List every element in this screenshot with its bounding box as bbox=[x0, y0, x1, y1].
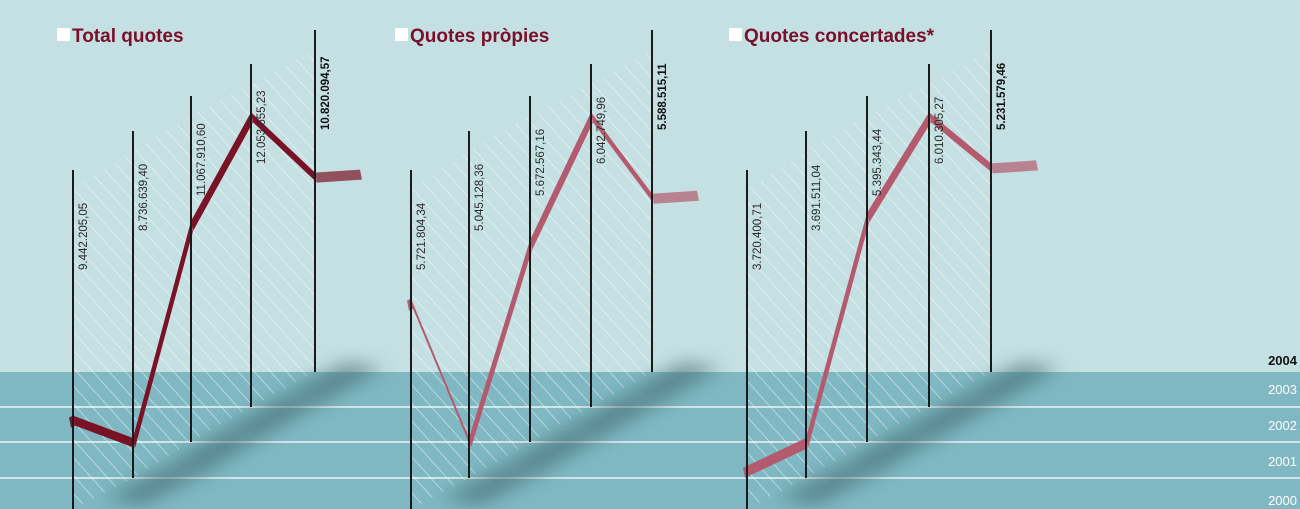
band-segment bbox=[411, 298, 471, 448]
band-shadow bbox=[836, 432, 937, 474]
band-segment bbox=[867, 112, 931, 223]
band-shadow bbox=[560, 397, 661, 438]
band-shadow bbox=[621, 362, 722, 403]
value-bands bbox=[69, 112, 1038, 478]
band-segment bbox=[530, 112, 593, 251]
value-label: 5.672.567,16 bbox=[535, 129, 547, 196]
band-segment bbox=[469, 240, 532, 448]
legend-square-icon bbox=[729, 28, 742, 41]
value-label: 5.045.128,36 bbox=[474, 164, 486, 231]
value-labels: 9.442.205,05 8.736.639,40 11.067.910,60 12.… bbox=[78, 56, 1008, 270]
year-label: 2001 bbox=[1268, 454, 1297, 469]
year-label: 2004 bbox=[1268, 353, 1298, 368]
value-label: 5.721.804,34 bbox=[416, 202, 428, 270]
band-shadow bbox=[281, 362, 385, 403]
band-shadow bbox=[163, 432, 261, 474]
band-shadows bbox=[103, 362, 1061, 505]
value-label: 12.053.655,23 bbox=[256, 90, 268, 164]
value-label: 3.720.400,71 bbox=[752, 203, 764, 270]
band-segment bbox=[133, 221, 193, 448]
band-tail bbox=[652, 190, 699, 204]
band-shadow bbox=[959, 362, 1061, 403]
band-shadow bbox=[499, 432, 600, 474]
value-label: 5.231.579,46 bbox=[996, 63, 1008, 130]
band-tail bbox=[315, 169, 362, 183]
value-label: 11.067.910,60 bbox=[196, 123, 208, 196]
band-shadow bbox=[441, 468, 539, 505]
band-segment bbox=[747, 438, 808, 476]
panel-title-text: Total quotes bbox=[72, 26, 184, 47]
year-label: 2000 bbox=[1268, 493, 1297, 508]
legend-square-icon bbox=[395, 28, 408, 41]
value-label: 9.442.205,05 bbox=[78, 203, 90, 270]
band-shadow bbox=[777, 468, 876, 505]
band-segment bbox=[73, 415, 135, 448]
panel-titles: Total quotes Quotes pròpies Quotes concert… bbox=[57, 26, 935, 47]
value-label: 5.395.343,44 bbox=[872, 128, 884, 196]
band-shadow bbox=[221, 397, 321, 438]
band-segment bbox=[929, 112, 993, 174]
band-shadow bbox=[897, 397, 999, 438]
band-segment bbox=[191, 112, 253, 232]
band-tail bbox=[991, 160, 1038, 174]
panel-title: Quotes pròpies bbox=[395, 26, 549, 47]
panel-title: Total quotes bbox=[57, 26, 184, 47]
legend-square-icon bbox=[57, 28, 70, 41]
band-segment bbox=[806, 212, 869, 448]
year-label: 2002 bbox=[1268, 418, 1297, 433]
value-label: 10.820.094,57 bbox=[320, 56, 332, 130]
band-shadow bbox=[103, 468, 203, 505]
band-segment bbox=[591, 112, 654, 204]
panel-title-text: Quotes concertades* bbox=[744, 26, 935, 47]
value-label: 8.736.639,40 bbox=[138, 164, 150, 231]
value-label: 6.010.305,27 bbox=[934, 97, 946, 164]
value-label: 5.588.515,11 bbox=[657, 63, 669, 130]
value-label: 6.042.749,96 bbox=[596, 97, 608, 164]
panel-title-text: Quotes pròpies bbox=[410, 26, 549, 47]
year-labels: 2004 2003 2002 2001 2000 bbox=[1268, 353, 1298, 508]
value-stems bbox=[72, 30, 992, 509]
panel-title: Quotes concertades* bbox=[729, 26, 935, 47]
year-label: 2003 bbox=[1268, 382, 1297, 397]
value-label: 3.691.511,04 bbox=[811, 164, 823, 231]
band-segment bbox=[251, 112, 317, 183]
